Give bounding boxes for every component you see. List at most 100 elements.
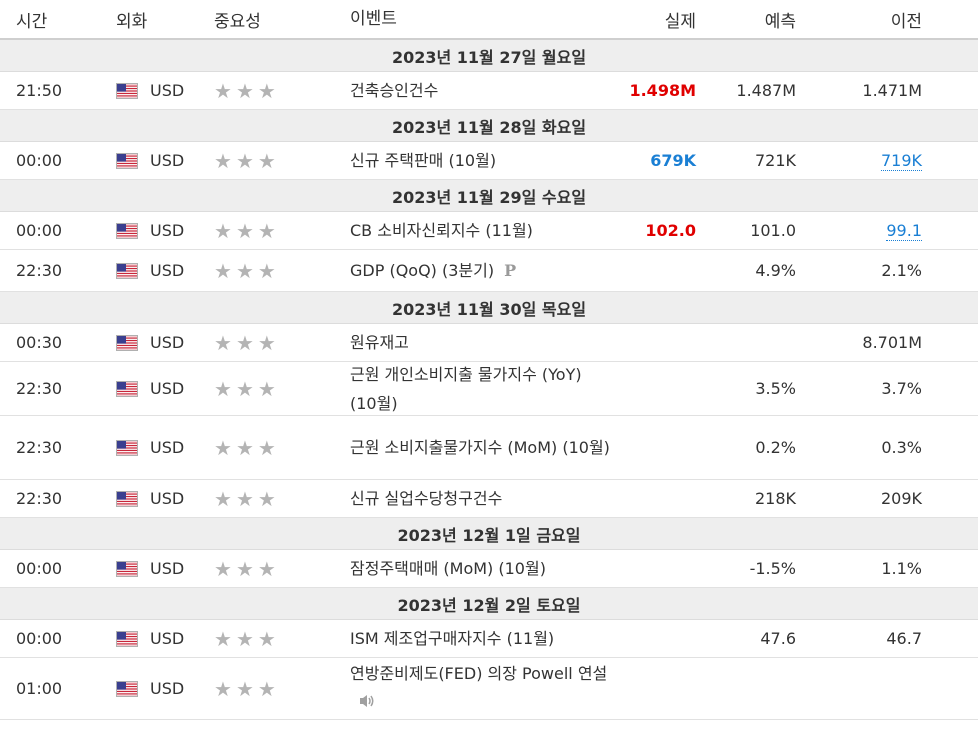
event-name[interactable]: 근원 개인소비지출 물가지수 (YoY) (10월)	[348, 360, 610, 418]
event-name[interactable]: 연방준비제도(FED) 의장 Powell 연설	[348, 659, 610, 718]
importance-stars: ★ ★ ★	[214, 438, 348, 458]
star-icon: ★	[214, 556, 232, 581]
header-actual[interactable]: 실제	[664, 11, 696, 32]
star-icon: ★	[235, 626, 254, 651]
event-currency: USD	[116, 438, 214, 458]
previous-value: 0.3%	[796, 438, 922, 457]
event-time: 21:50	[16, 81, 63, 100]
event-name[interactable]: 신규 실업수당청구건수	[348, 484, 610, 513]
event-name[interactable]: 근원 소비지출물가지수 (MoM) (10월)	[348, 433, 610, 462]
actual-value: 679K	[650, 151, 696, 170]
previous-value[interactable]: 99.1	[796, 221, 922, 241]
star-icon: ★	[257, 376, 276, 401]
header-event[interactable]: 이벤트	[350, 8, 397, 29]
event-row[interactable]: 00:00 USD ★ ★ ★ 신규 주택판매 (10월) 679K 721K 719K	[0, 142, 978, 180]
previous-value-text[interactable]: 719K	[880, 151, 922, 171]
previous-value[interactable]: 719K	[796, 151, 922, 171]
date-label: 2023년 11월 28일 화요일	[391, 117, 587, 137]
event-row[interactable]: 00:30 USD ★ ★ ★ 원유재고 8.701M	[0, 324, 978, 362]
event-row[interactable]: 00:00 USD ★ ★ ★ ISM 제조업구매자지수 (11월) 47.6 46.7	[0, 620, 978, 658]
event-name[interactable]: 건축승인건수	[348, 76, 610, 105]
event-currency: USD	[116, 679, 214, 699]
event-time: 00:30	[16, 333, 63, 352]
event-title[interactable]: CB 소비자신뢰지수 (11월)	[350, 221, 533, 240]
header-currency[interactable]: 외화	[116, 11, 148, 32]
event-time: 22:30	[16, 489, 63, 508]
us-flag-icon	[116, 630, 138, 649]
us-flag-icon	[116, 680, 138, 699]
event-title[interactable]: 잠정주택매매 (MoM) (10월)	[350, 559, 546, 578]
previous-value: 3.7%	[796, 379, 922, 398]
event-currency: USD	[116, 379, 214, 399]
star-icon: ★	[235, 78, 254, 103]
previous-value-text: 8.701M	[862, 333, 922, 352]
previous-value: 2.1%	[796, 261, 922, 280]
currency-code: USD	[150, 333, 185, 352]
us-flag-icon	[116, 262, 138, 281]
us-flag-icon	[116, 82, 138, 101]
event-currency: USD	[116, 333, 214, 353]
star-icon: ★	[235, 258, 254, 283]
event-time: 00:00	[16, 151, 63, 170]
event-time: 22:30	[16, 438, 63, 457]
event-title[interactable]: GDP (QoQ) (3분기)	[350, 261, 495, 280]
actual-value: 102.0	[645, 221, 696, 240]
speaker-icon	[358, 689, 376, 718]
date-header: 2023년 11월 27일 월요일	[0, 40, 978, 72]
date-header: 2023년 11월 30일 목요일	[0, 292, 978, 324]
forecast-value: 0.2%	[755, 438, 796, 457]
header-forecast[interactable]: 예측	[764, 11, 796, 32]
forecast-value: -1.5%	[749, 559, 796, 578]
us-flag-icon	[116, 152, 138, 171]
event-row[interactable]: 01:00 USD ★ ★ ★ 연방준비제도(FED) 의장 Powell 연설	[0, 658, 978, 720]
event-time: 22:30	[16, 261, 63, 280]
previous-value: 46.7	[796, 629, 922, 648]
star-icon: ★	[257, 556, 276, 581]
star-icon: ★	[257, 676, 276, 701]
star-icon: ★	[257, 218, 276, 243]
event-name[interactable]: 신규 주택판매 (10월)	[348, 146, 610, 175]
us-flag-icon	[116, 439, 138, 458]
importance-stars: ★ ★ ★	[214, 679, 348, 699]
event-time: 22:30	[16, 379, 63, 398]
star-icon: ★	[257, 78, 276, 103]
event-title[interactable]: 건축승인건수	[350, 81, 439, 100]
event-title[interactable]: 근원 개인소비지출 물가지수 (YoY) (10월)	[350, 364, 582, 413]
event-row[interactable]: 22:30 USD ★ ★ ★ GDP (QoQ) (3분기) P 4.9% 2.1%	[0, 250, 978, 292]
event-name[interactable]: 원유재고	[348, 328, 610, 357]
event-name[interactable]: GDP (QoQ) (3분기) P	[348, 256, 610, 285]
star-icon: ★	[214, 330, 232, 355]
event-name[interactable]: 잠정주택매매 (MoM) (10월)	[348, 554, 610, 583]
star-icon: ★	[235, 330, 254, 355]
event-title[interactable]: 신규 실업수당청구건수	[350, 489, 503, 508]
event-name[interactable]: ISM 제조업구매자지수 (11월)	[348, 624, 610, 653]
date-label: 2023년 11월 30일 목요일	[391, 299, 587, 319]
header-time[interactable]: 시간	[16, 11, 48, 32]
us-flag-icon	[116, 380, 138, 399]
date-label: 2023년 11월 27일 월요일	[391, 47, 587, 67]
header-importance[interactable]: 중요성	[214, 11, 261, 32]
event-row[interactable]: 00:00 USD ★ ★ ★ 잠정주택매매 (MoM) (10월) -1.5% 1.1%	[0, 550, 978, 588]
event-row[interactable]: 21:50 USD ★ ★ ★ 건축승인건수 1.498M 1.487M 1.471M	[0, 72, 978, 110]
event-row[interactable]: 22:30 USD ★ ★ ★ 근원 소비지출물가지수 (MoM) (10월) 0.2% 0.…	[0, 416, 978, 480]
star-icon: ★	[257, 486, 276, 511]
forecast-value: 218K	[754, 489, 796, 508]
event-title[interactable]: 원유재고	[350, 333, 409, 352]
us-flag-icon	[116, 560, 138, 579]
currency-code: USD	[150, 261, 185, 280]
event-title[interactable]: 신규 주택판매 (10월)	[350, 151, 497, 170]
event-title[interactable]: 근원 소비지출물가지수 (MoM) (10월)	[350, 438, 610, 457]
event-row[interactable]: 22:30 USD ★ ★ ★ 신규 실업수당청구건수 218K 209K	[0, 480, 978, 518]
header-previous[interactable]: 이전	[890, 11, 922, 32]
event-title[interactable]: ISM 제조업구매자지수 (11월)	[350, 629, 555, 648]
star-icon: ★	[214, 676, 232, 701]
event-name[interactable]: CB 소비자신뢰지수 (11월)	[348, 216, 610, 245]
event-row[interactable]: 00:00 USD ★ ★ ★ CB 소비자신뢰지수 (11월) 102.0 101.0 99.…	[0, 212, 978, 250]
forecast-value: 101.0	[750, 221, 796, 240]
previous-value-text: 2.1%	[881, 261, 922, 280]
star-icon: ★	[235, 435, 254, 460]
event-title[interactable]: 연방준비제도(FED) 의장 Powell 연설	[350, 664, 608, 683]
event-row[interactable]: 22:30 USD ★ ★ ★ 근원 개인소비지출 물가지수 (YoY) (10월) 3.5…	[0, 362, 978, 416]
previous-value-text[interactable]: 99.1	[886, 221, 922, 241]
forecast-value: 1.487M	[736, 81, 796, 100]
